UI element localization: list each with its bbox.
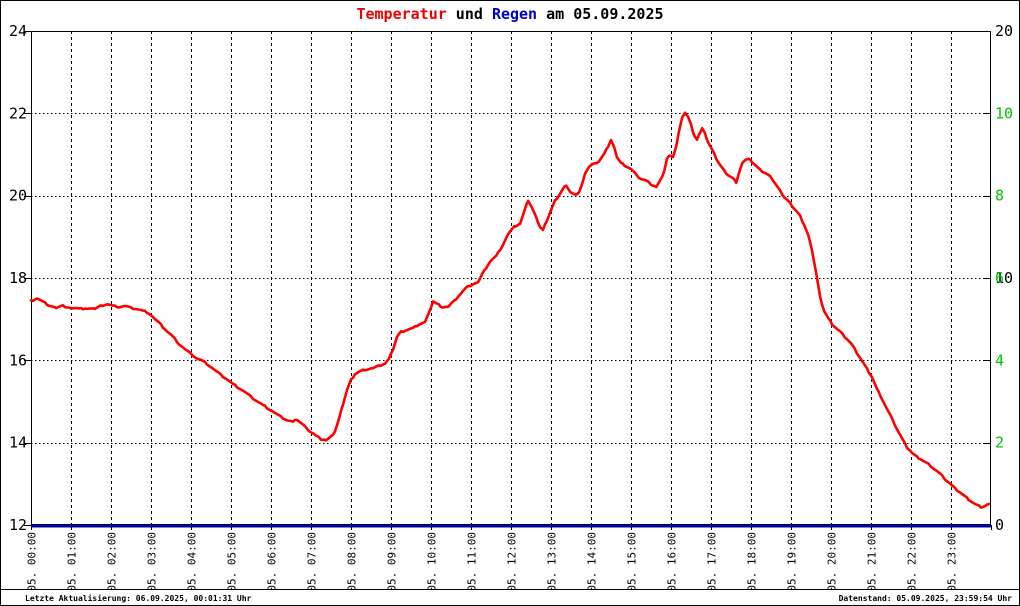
x-axis-label: 05. 03:00 [146, 532, 159, 590]
y-axis-left-label: 18 [9, 269, 27, 287]
x-axis-label: 05. 12:00 [506, 532, 519, 590]
y-axis-left-label: 22 [9, 104, 27, 122]
x-axis-label: 05. 16:00 [666, 532, 679, 590]
temperature-line [29, 111, 991, 509]
chart-title-temperature: Temperatur [356, 5, 447, 23]
x-axis-label: 05. 18:00 [746, 532, 759, 590]
x-axis-label: 05. 17:00 [706, 532, 719, 590]
y-axis-right-label: 10 [995, 104, 1013, 122]
axis-ticks [24, 31, 992, 530]
y-axis-right-underlay-label: 10 [995, 269, 1013, 287]
y-axis-right-label: 6 [995, 269, 1004, 287]
last-update-text: Letzte Aktualisierung: 06.09.2025, 00:01… [25, 593, 252, 603]
x-axis-label: 05. 21:00 [866, 532, 879, 590]
x-axis-label: 05. 07:00 [306, 532, 319, 590]
x-axis-label: 05. 01:00 [66, 532, 79, 590]
x-axis-label: 05. 02:00 [106, 532, 119, 590]
chart-title-rain: Regen [491, 5, 538, 23]
y-axis-right-label: 20 [995, 22, 1013, 40]
x-axis-labels: 05. 00:00 05. 01:00 05. 02:00 05. 03:00 05. … [26, 532, 959, 590]
x-axis-label: 05. 08:00 [346, 532, 359, 590]
data-series [29, 111, 991, 528]
y-axis-left-label: 14 [9, 434, 27, 452]
x-axis-label: 05. 15:00 [626, 532, 639, 590]
chart-title-date: am 05.09.2025 [537, 5, 664, 23]
data-timestamp-text: Datenstand: 05.09.2025, 23:59:54 Uhr [838, 593, 1012, 603]
gridlines [31, 31, 991, 525]
y-axis-left-label: 24 [9, 22, 27, 40]
y-axis-left-label: 12 [9, 516, 27, 534]
x-axis-label: 05. 11:00 [466, 532, 479, 590]
x-axis-label: 05. 00:00 [26, 532, 39, 590]
x-axis-label: 05. 19:00 [786, 532, 799, 590]
y-axis-left-labels: 24 22 20 18 16 14 12 [9, 22, 27, 534]
x-axis-label: 05. 23:00 [946, 532, 959, 590]
chart-title-conjunction: und [446, 5, 492, 23]
x-axis-label: 05. 05:00 [226, 532, 239, 590]
y-axis-right-label: 2 [995, 434, 1004, 452]
y-axis-left-label: 16 [9, 351, 27, 369]
y-axis-right-label: 8 [995, 187, 1004, 205]
y-axis-left-label: 20 [9, 187, 27, 205]
x-axis-label: 05. 22:00 [906, 532, 919, 590]
y-axis-right-label: 4 [995, 351, 1004, 369]
chart-title: Temperatur und Regen am 05.09.2025 [1, 5, 1019, 23]
x-axis-label: 05. 04:00 [186, 532, 199, 590]
x-axis-label: 05. 09:00 [386, 532, 399, 590]
status-bar: Letzte Aktualisierung: 06.09.2025, 00:01… [1, 589, 1019, 605]
y-axis-right-label: 0 [995, 516, 1004, 534]
x-axis-label: 05. 20:00 [826, 532, 839, 590]
x-axis-label: 05. 14:00 [586, 532, 599, 590]
x-axis-label: 05. 13:00 [546, 532, 559, 590]
x-axis-label: 05. 06:00 [266, 532, 279, 590]
x-axis-label: 05. 10:00 [426, 532, 439, 590]
